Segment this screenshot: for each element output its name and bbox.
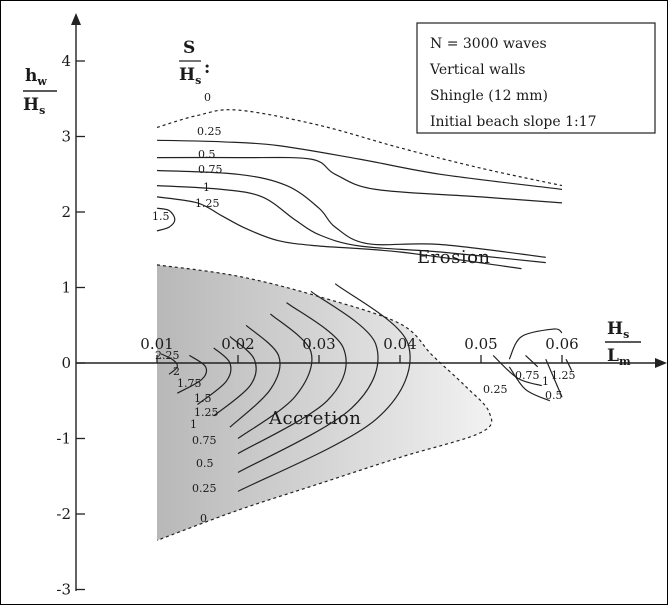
lower-contour-label-2: 1.75 bbox=[177, 377, 202, 390]
lower-contour-line-7 bbox=[237, 290, 379, 474]
y-tick-label-7: -3 bbox=[56, 581, 71, 599]
contour-var-num: S bbox=[183, 38, 195, 58]
upper-contour-label-3: 0.75 bbox=[198, 163, 223, 176]
accretion-label: Accretion bbox=[268, 408, 361, 429]
lower-contour-line-8 bbox=[237, 283, 411, 492]
contour-label-layer: 00.250.50.7511.251.52.2521.751.51.2510.7… bbox=[152, 91, 576, 525]
x-axis-label: Hs Lm bbox=[605, 319, 641, 368]
x-tick-label-4: 0.05 bbox=[464, 335, 497, 353]
lower-contour-label-0: 2.25 bbox=[155, 349, 180, 362]
lower-contour-line-1 bbox=[177, 354, 208, 394]
y-axis-label: hw Hs bbox=[23, 66, 57, 117]
lower-contour-label-8: 0.25 bbox=[192, 482, 217, 495]
x-axis-arrow bbox=[655, 358, 667, 368]
legend-line-3: Initial beach slope 1:17 bbox=[430, 114, 597, 130]
contour-variable-label: S Hs : bbox=[179, 38, 210, 87]
upper-contour-label-2: 0.5 bbox=[198, 148, 216, 161]
right-contour-label-0: 0.25 bbox=[483, 383, 508, 396]
legend: N = 3000 waves Vertical walls Shingle (1… bbox=[416, 22, 656, 134]
right-contour-label-3: 1 bbox=[542, 375, 549, 388]
lower-contour-line-4 bbox=[229, 324, 281, 428]
y-axis-label-den: Hs bbox=[23, 95, 45, 117]
upper-contour-line-1 bbox=[156, 139, 563, 190]
y-axis-arrow bbox=[71, 13, 81, 25]
lower-contour-label-6: 0.75 bbox=[192, 434, 217, 447]
y-axis-label-num: hw bbox=[25, 66, 47, 88]
lower-contour-label-1: 2 bbox=[173, 365, 180, 378]
erosion-label: Erosion bbox=[417, 247, 491, 268]
y-tick-label-1: 3 bbox=[61, 128, 71, 146]
lower-contour-line-5 bbox=[237, 313, 313, 439]
upper-contour-label-1: 0.25 bbox=[197, 125, 222, 138]
upper-contour-label-6: 1.5 bbox=[152, 210, 170, 223]
x-axis-label-num: Hs bbox=[607, 319, 629, 341]
x-tick-label-3: 0.04 bbox=[383, 335, 416, 353]
accretion-boundary-label: 0 bbox=[200, 512, 207, 525]
y-tick-label-4: 0 bbox=[61, 354, 71, 372]
x-tick-label-0: 0.01 bbox=[140, 335, 173, 353]
right-contour-line-1 bbox=[508, 366, 551, 402]
upper-contour-label-5: 1.25 bbox=[195, 197, 220, 210]
upper-contour-label-0: 0 bbox=[204, 91, 211, 104]
legend-line-0: N = 3000 waves bbox=[430, 36, 547, 52]
y-axis-ticks: 4 3 2 1 0 -1 -2 -3 bbox=[56, 52, 85, 599]
lower-contour-label-5: 1 bbox=[190, 418, 197, 431]
lower-contour-label-3: 1.5 bbox=[194, 392, 212, 405]
upper-contour-label-4: 1 bbox=[203, 181, 210, 194]
right-contour-line-2 bbox=[525, 354, 539, 368]
right-contour-label-2: 0.75 bbox=[515, 369, 540, 382]
lower-contour-line-2 bbox=[197, 347, 232, 405]
upper-contour-line-4 bbox=[156, 185, 546, 264]
legend-box bbox=[416, 22, 656, 134]
lower-contour-line-6 bbox=[237, 302, 347, 455]
upper-contour-line-5 bbox=[156, 196, 522, 270]
upper-contour-line-2 bbox=[156, 156, 563, 204]
upper-contour-line-6 bbox=[156, 207, 176, 232]
right-contour-label-1: 0.5 bbox=[545, 389, 563, 402]
x-tick-label-5: 0.06 bbox=[545, 335, 578, 353]
x-tick-label-1: 0.02 bbox=[221, 335, 254, 353]
upper-contour-line-3 bbox=[156, 169, 546, 258]
right-contour-line-4 bbox=[565, 358, 573, 371]
contour-var-suffix: : bbox=[204, 58, 210, 78]
x-axis-label-den: Lm bbox=[607, 346, 631, 368]
x-axis-ticks: 0.01 0.02 0.03 0.04 0.05 0.06 bbox=[140, 335, 579, 363]
lower-contour-label-7: 0.5 bbox=[196, 457, 214, 470]
contour-layer bbox=[156, 109, 573, 541]
y-tick-label-2: 2 bbox=[61, 203, 71, 221]
contour-var-den: Hs bbox=[179, 65, 201, 87]
lower-contour-line-3 bbox=[213, 336, 257, 417]
upper-contour-line-0 bbox=[156, 109, 563, 187]
lower-contour-label-4: 1.25 bbox=[194, 406, 219, 419]
right-arc-line bbox=[508, 328, 563, 360]
y-tick-label-6: -2 bbox=[56, 505, 71, 523]
x-tick-label-2: 0.03 bbox=[302, 335, 335, 353]
right-contour-label-4: 1.25 bbox=[551, 369, 576, 382]
legend-line-1: Vertical walls bbox=[429, 62, 526, 78]
accretion-boundary-line bbox=[156, 264, 493, 541]
right-contour-line-0 bbox=[492, 354, 542, 387]
y-tick-label-0: 4 bbox=[61, 52, 71, 70]
legend-line-2: Shingle (12 mm) bbox=[430, 88, 548, 104]
y-tick-label-3: 1 bbox=[61, 279, 71, 297]
y-tick-label-5: -1 bbox=[56, 430, 71, 448]
